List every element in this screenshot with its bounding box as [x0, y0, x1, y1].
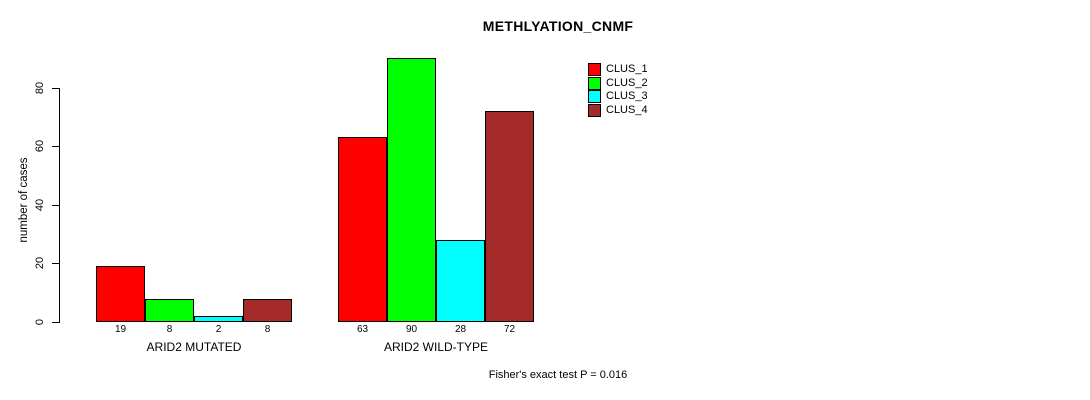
bar-value-label: 72: [503, 324, 516, 335]
y-tick-label: 60: [34, 140, 46, 153]
legend-swatch-clus-3: [588, 90, 601, 103]
category-label-arid2-mutated: ARID2 MUTATED: [146, 340, 242, 354]
bar-value-label: 90: [405, 324, 418, 335]
bar-clus-3-arid2-mutated: [194, 316, 243, 322]
y-tick-mark: [52, 87, 59, 89]
y-tick-label: 40: [34, 198, 46, 211]
y-axis-line: [59, 87, 60, 323]
bar-clus-3-arid2-wild-type: [436, 240, 485, 322]
bar-value-label: 19: [114, 324, 127, 335]
bar-value-label: 8: [264, 324, 271, 335]
legend-item-clus-1: CLUS_1: [588, 63, 648, 76]
legend-item-clus-4: CLUS_4: [588, 103, 648, 117]
y-tick-label: 0: [34, 318, 46, 326]
y-tick-label: 80: [34, 81, 46, 94]
bar-clus-1-arid2-wild-type: [338, 137, 387, 322]
legend-swatch-clus-4: [588, 103, 601, 117]
bar-value-label: 28: [454, 324, 467, 335]
bar-value-label: 8: [166, 324, 173, 335]
legend-label: CLUS_4: [606, 103, 648, 116]
bar-clus-4-arid2-wild-type: [485, 111, 534, 322]
legend-swatch-clus-2: [588, 76, 601, 90]
legend-item-clus-3: CLUS_3: [588, 90, 648, 103]
bar-clus-4-arid2-mutated: [243, 299, 292, 322]
bar-clus-2-arid2-wild-type: [387, 58, 436, 322]
y-tick-mark: [52, 146, 59, 148]
legend-label: CLUS_1: [606, 63, 648, 75]
category-label-arid2-wild-type: ARID2 WILD-TYPE: [383, 340, 489, 354]
legend-label: CLUS_2: [606, 76, 648, 89]
legend-item-clus-2: CLUS_2: [588, 76, 648, 90]
y-tick-mark: [52, 322, 59, 323]
legend-label: CLUS_3: [606, 90, 648, 102]
bar-clus-1-arid2-mutated: [96, 266, 145, 322]
bar-value-label: 2: [215, 324, 222, 335]
bar-clus-2-arid2-mutated: [145, 299, 194, 322]
legend: CLUS_1 CLUS_2 CLUS_3 CLUS_4: [588, 63, 648, 117]
y-tick-mark: [52, 263, 59, 265]
annotation-text: Fisher's exact test P = 0.016: [488, 369, 628, 381]
y-tick-mark: [52, 204, 59, 206]
legend-swatch-clus-1: [588, 63, 601, 76]
bar-value-label: 63: [356, 324, 369, 335]
y-tick-label: 20: [34, 257, 46, 270]
y-axis-label: number of cases: [18, 157, 30, 243]
chart-title: METHLYATION_CNMF: [482, 18, 634, 34]
